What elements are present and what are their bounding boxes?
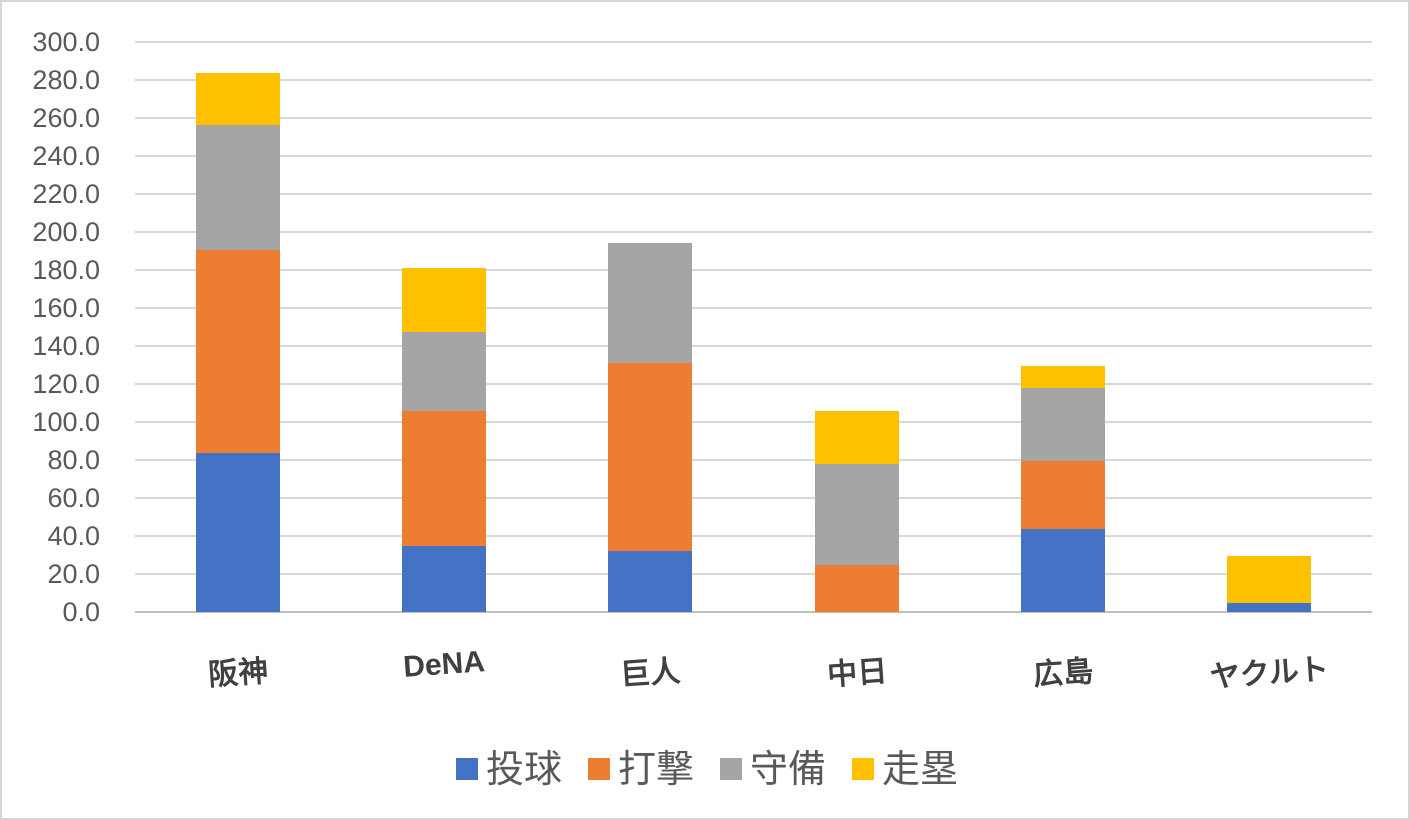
bar-segment-守備 xyxy=(402,331,487,411)
bar-segment-打撃 xyxy=(196,250,281,454)
gridline xyxy=(135,231,1372,233)
bar-segment-投球 xyxy=(196,453,281,612)
legend: 投球 打撃 守備 走塁 xyxy=(2,738,1408,793)
gridline xyxy=(135,345,1372,347)
bar-segment-投球 xyxy=(1226,602,1311,612)
bar-4 xyxy=(814,42,899,612)
y-tick-label: 0.0 xyxy=(62,597,100,627)
y-tick-label: 140.0 xyxy=(32,331,100,361)
bar-segment-走塁 xyxy=(814,410,899,464)
y-tick-label: 240.0 xyxy=(32,141,100,171)
x-axis-line xyxy=(135,611,1372,613)
legend-label: 打撃 xyxy=(617,749,694,791)
y-tick-label: 260.0 xyxy=(32,103,100,133)
bar-segment-守備 xyxy=(1020,387,1105,461)
x-tick-label: 中日 xyxy=(825,654,888,693)
gridline xyxy=(135,193,1372,195)
y-tick-label: 180.0 xyxy=(32,255,100,285)
y-tick-label: 80.0 xyxy=(47,445,100,475)
legend-swatch-icon xyxy=(720,757,742,780)
x-tick-label: DeNA xyxy=(402,645,487,684)
bar-1 xyxy=(196,42,281,612)
y-tick-label: 120.0 xyxy=(32,369,100,399)
legend-item-打撃: 打撃 xyxy=(587,738,694,793)
y-tick-label: 60.0 xyxy=(47,483,100,513)
x-tick-label: 阪神 xyxy=(207,654,270,693)
legend-item-守備: 守備 xyxy=(720,738,826,793)
gridline xyxy=(135,421,1372,423)
bar-segment-走塁 xyxy=(1226,555,1311,603)
bar-segment-投球 xyxy=(1020,529,1105,612)
plot-area xyxy=(135,41,1372,613)
legend-swatch-icon xyxy=(587,757,610,780)
gridline xyxy=(135,117,1372,119)
gridline xyxy=(135,573,1372,575)
bar-segment-守備 xyxy=(608,243,693,364)
gridline xyxy=(135,459,1372,461)
gridline xyxy=(135,307,1372,309)
gridline xyxy=(135,497,1372,499)
bar-segment-打撃 xyxy=(1020,460,1105,530)
y-axis: 0.0 20.0 40.0 60.0 80.0 100.0 120.0 140.0 160.0 1… xyxy=(2,2,100,818)
bar-segment-投球 xyxy=(608,551,693,612)
gridline xyxy=(135,535,1372,537)
bar-segment-走塁 xyxy=(196,73,281,125)
gridline xyxy=(135,79,1372,81)
bar-segment-走塁 xyxy=(1020,365,1105,388)
y-tick-label: 20.0 xyxy=(47,559,100,589)
bar-segment-走塁 xyxy=(402,268,487,332)
x-axis: 阪神 DeNA 巨人 中日 広島 ヤクルト xyxy=(135,640,1372,700)
legend-label: 走塁 xyxy=(882,749,959,791)
y-tick-label: 280.0 xyxy=(32,65,100,95)
gridline xyxy=(135,383,1372,385)
bar-segment-打撃 xyxy=(814,564,899,612)
y-tick-label: 300.0 xyxy=(32,27,100,57)
bar-3 xyxy=(608,42,693,612)
legend-item-走塁: 走塁 xyxy=(852,738,958,793)
y-tick-label: 100.0 xyxy=(32,407,100,437)
legend-label: 守備 xyxy=(750,749,827,791)
bar-segment-投球 xyxy=(402,545,487,612)
gridline xyxy=(135,269,1372,271)
bar-6 xyxy=(1226,42,1311,612)
legend-swatch-icon xyxy=(455,757,478,780)
gridline xyxy=(135,155,1372,157)
legend-swatch-icon xyxy=(852,757,875,780)
y-tick-label: 200.0 xyxy=(32,217,100,247)
x-tick-label: 巨人 xyxy=(619,654,682,693)
y-tick-label: 160.0 xyxy=(32,293,100,323)
bar-segment-守備 xyxy=(196,124,281,251)
bar-5 xyxy=(1020,42,1105,612)
bar-segment-打撃 xyxy=(608,363,693,552)
y-tick-label: 40.0 xyxy=(47,521,100,551)
x-tick-label: ヤクルト xyxy=(1208,652,1330,695)
legend-item-投球: 投球 xyxy=(455,738,562,793)
bar-segment-打撃 xyxy=(402,410,487,546)
x-tick-label: 広島 xyxy=(1031,654,1095,693)
bar-segment-守備 xyxy=(814,463,899,565)
legend-label: 投球 xyxy=(485,749,562,791)
y-tick-label: 220.0 xyxy=(32,179,100,209)
bar-2 xyxy=(402,42,487,612)
gridline xyxy=(135,41,1372,43)
